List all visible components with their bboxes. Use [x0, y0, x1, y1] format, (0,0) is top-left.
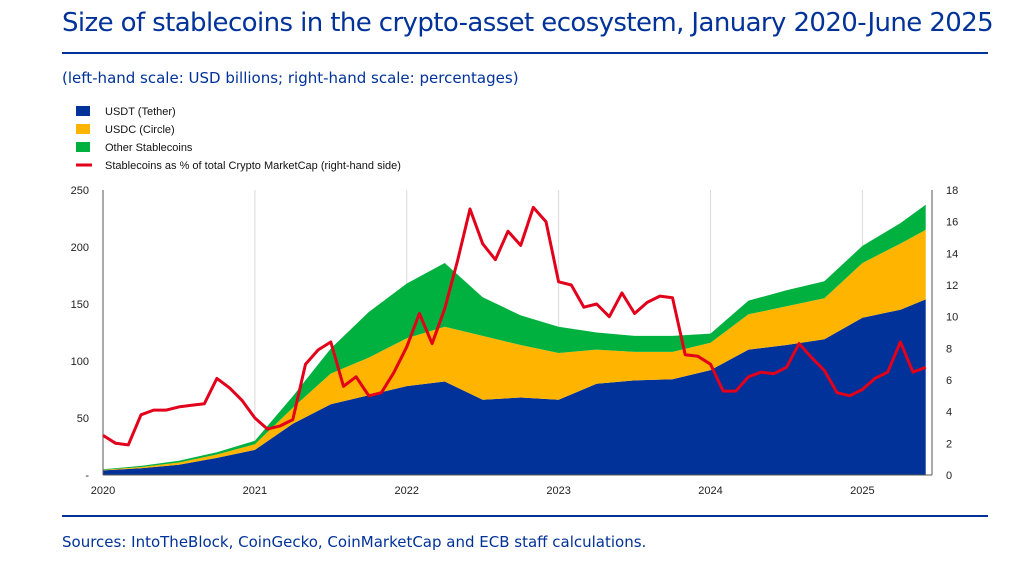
left-tick-label: -: [85, 470, 89, 482]
left-tick-label: 50: [77, 413, 89, 425]
right-tick-label: 18: [946, 185, 958, 197]
stacked-areas: [103, 204, 926, 475]
legend-swatch-1: [76, 106, 90, 116]
right-tick-label: 16: [946, 217, 958, 229]
legend-label-2: USDC (Circle): [105, 124, 175, 136]
x-tick-label: 2025: [850, 485, 874, 497]
area-series-3: [103, 204, 926, 470]
x-tick-label: 2021: [243, 485, 267, 497]
series-line-stablecoins-pct: [102, 205, 927, 447]
x-tick-label: 2023: [546, 485, 570, 497]
sources-note: Sources: IntoTheBlock, CoinGecko, CoinMa…: [62, 533, 647, 551]
left-tick-label: 200: [71, 242, 89, 254]
area-series-2: [103, 229, 926, 471]
left-tick-label: 250: [71, 185, 89, 197]
legend-label-3: Other Stablecoins: [105, 142, 193, 154]
right-tick-label: 10: [946, 312, 958, 324]
left-tick-label: 150: [71, 299, 89, 311]
legend-label-1: USDT (Tether): [105, 106, 176, 118]
right-tick-label: 12: [946, 280, 958, 292]
left-tick-label: 100: [71, 356, 89, 368]
legend-swatch-2: [76, 124, 90, 134]
x-tick-label: 2022: [395, 485, 419, 497]
legend-label-line: Stablecoins as % of total Crypto MarketC…: [105, 160, 401, 172]
tick-labels: - 50 100 150 200 250 0 2 4 6 8 10 12 14 16 18 2020 2021 20…: [71, 185, 959, 497]
chart-subtitle: (left-hand scale: USD billions; right-ha…: [62, 69, 519, 87]
legend-swatch-3: [76, 142, 90, 152]
right-tick-label: 8: [946, 343, 952, 355]
right-tick-label: 0: [946, 470, 952, 482]
right-tick-label: 14: [946, 248, 958, 260]
legend: USDT (Tether) USDC (Circle) Other Stableco…: [76, 106, 401, 172]
right-tick-label: 4: [946, 407, 952, 419]
right-tick-label: 2: [946, 438, 952, 450]
x-tick-label: 2020: [91, 485, 115, 497]
title-rule: [62, 52, 988, 54]
area-series-1: [103, 299, 926, 475]
x-tick-label: 2024: [698, 485, 722, 497]
axes: [102, 190, 933, 476]
right-tick-label: 6: [946, 375, 952, 387]
percentage-line: [102, 205, 927, 447]
chart-title: Size of stablecoins in the crypto-asset …: [62, 8, 994, 38]
footer-rule: [62, 515, 988, 517]
